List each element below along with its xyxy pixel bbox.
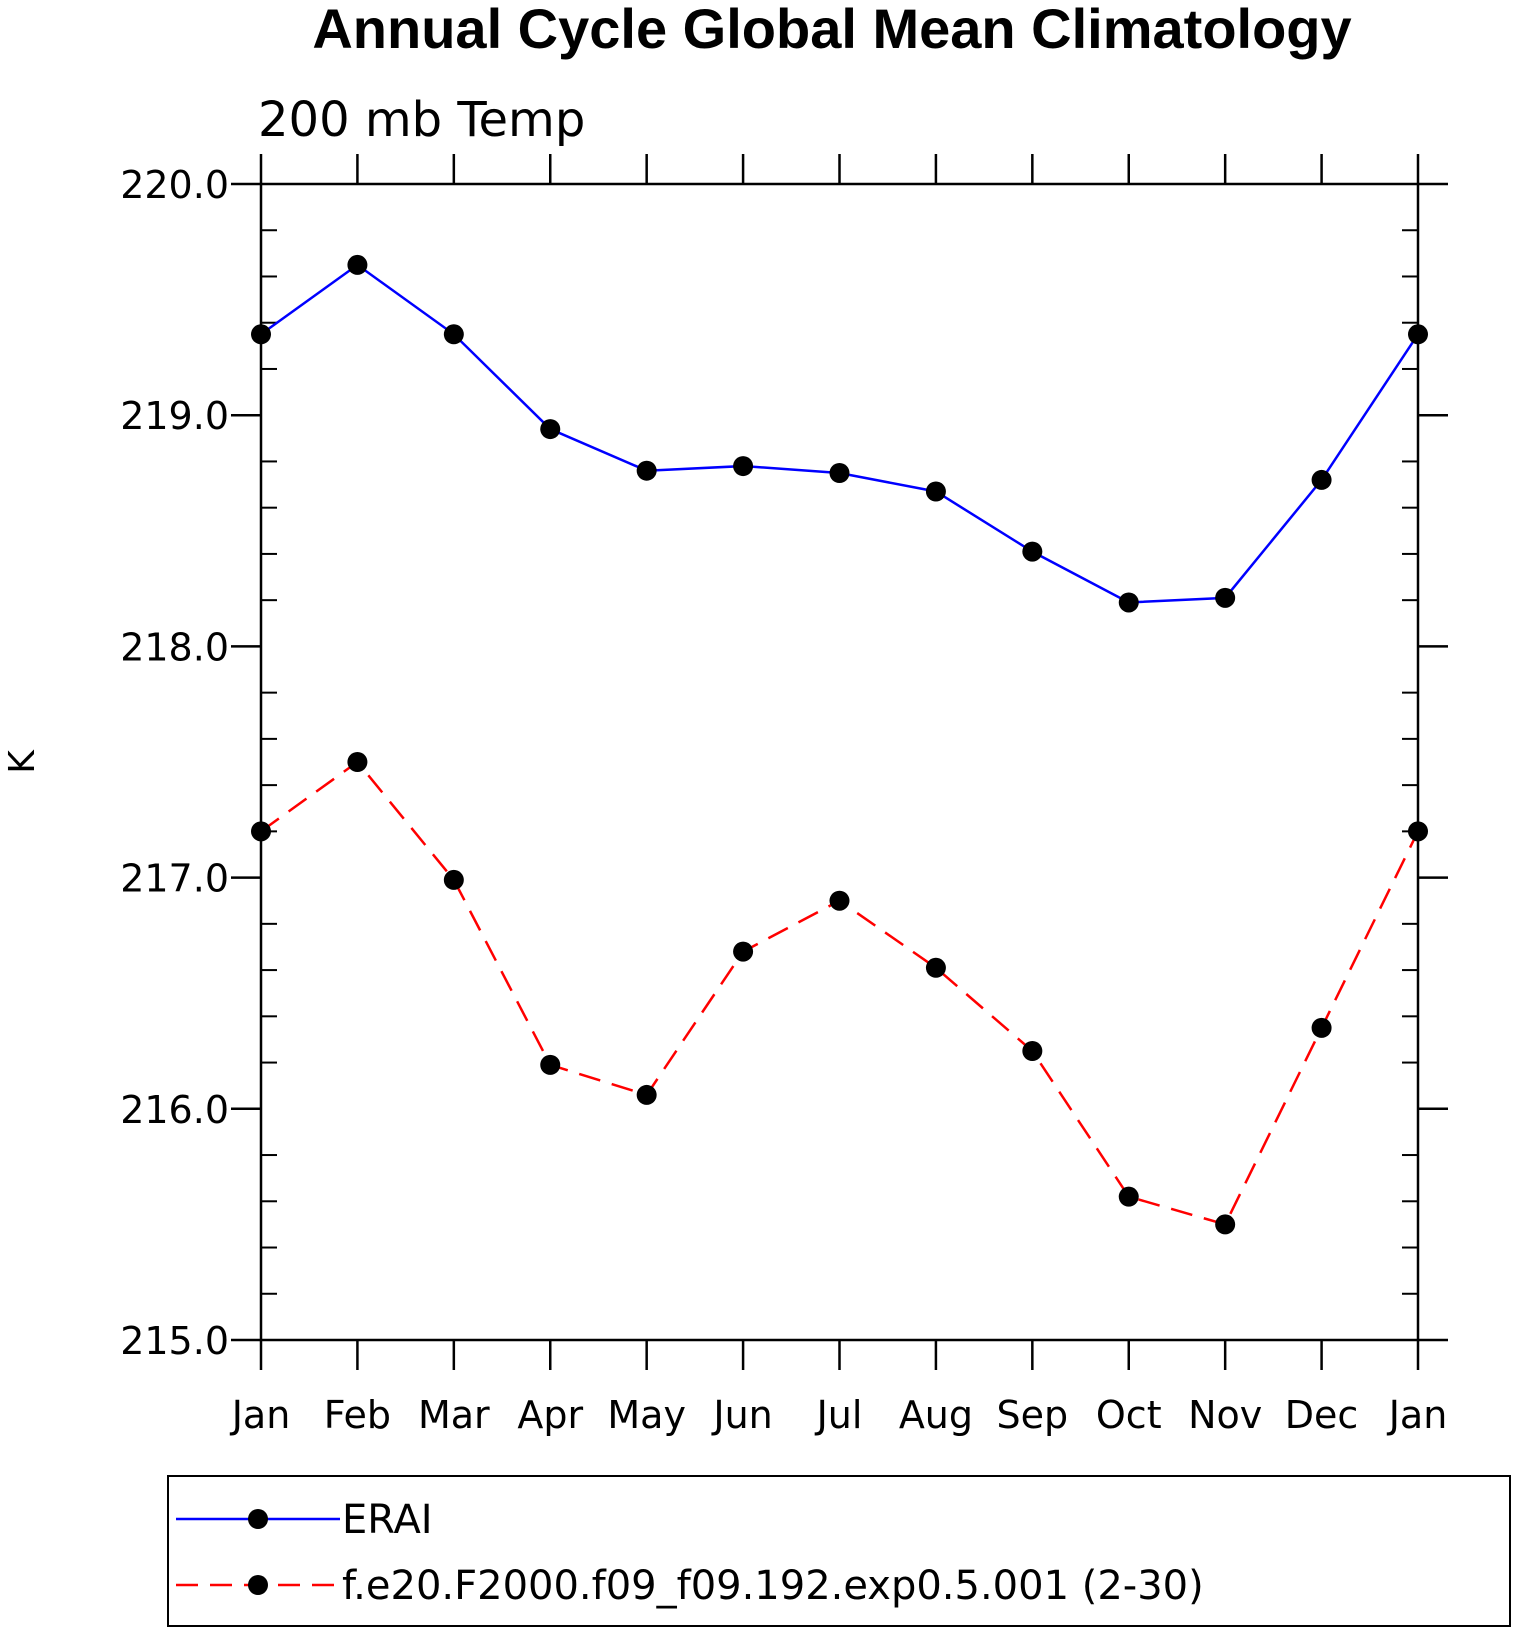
series-2-point xyxy=(540,1054,561,1075)
series-line-1 xyxy=(260,263,1420,604)
series-2-point xyxy=(829,890,850,911)
series-1-point xyxy=(1215,587,1236,608)
series-1-point xyxy=(251,324,271,345)
series-1-point xyxy=(1118,592,1139,613)
x-tick-label: Jul xyxy=(815,1393,863,1437)
series-2-point xyxy=(1118,1186,1139,1207)
x-tick-label: Nov xyxy=(1188,1393,1262,1437)
x-tick-label: May xyxy=(607,1393,686,1437)
series-2-point xyxy=(443,869,464,890)
series-2-point xyxy=(925,957,946,978)
series-2-point xyxy=(1311,1017,1332,1038)
series-1-point xyxy=(636,460,657,481)
legend: ERAI f.e20.F2000.f09_f09.192.exp0.5.001 (… xyxy=(167,1475,1511,1627)
series-1-point xyxy=(829,463,850,483)
x-tick-label: Jan xyxy=(230,1393,291,1437)
y-tick-label: 218.0 xyxy=(120,625,229,669)
x-tick-label: Dec xyxy=(1285,1393,1359,1437)
plot-axes: 215.0 216.0 217.0 218.0 219.0 220.0 Jan Feb Mar A… xyxy=(120,154,1448,1437)
x-tick-label: Oct xyxy=(1096,1393,1162,1437)
legend-marker-1 xyxy=(248,1509,268,1529)
series-1-point xyxy=(733,456,754,477)
x-tick-label: Jun xyxy=(711,1393,772,1437)
x-tick-label: Feb xyxy=(324,1393,391,1437)
chart-title: Annual Cycle Global Mean Climatology xyxy=(312,0,1351,60)
legend-label-2: f.e20.F2000.f09_f09.192.exp0.5.001 (2-30… xyxy=(342,1563,1204,1609)
y-tick-label: 219.0 xyxy=(120,394,229,438)
series-line-2 xyxy=(260,760,1420,1226)
chart-subtitle: 200 mb Temp xyxy=(258,92,585,148)
series-1-point xyxy=(540,419,561,440)
y-tick-label: 216.0 xyxy=(120,1088,229,1132)
series-2-point xyxy=(636,1084,657,1105)
x-tick-label: Aug xyxy=(899,1393,973,1437)
x-tick-label: Apr xyxy=(517,1393,583,1437)
series-1-point xyxy=(347,254,368,275)
series-2-point xyxy=(733,941,754,962)
series-2-point xyxy=(1215,1214,1236,1235)
series-1-point xyxy=(1311,469,1332,490)
series-2-point xyxy=(347,752,368,772)
legend-marker-2 xyxy=(248,1575,268,1595)
x-tick-label: Sep xyxy=(997,1393,1069,1437)
series-2-point xyxy=(1022,1041,1043,1061)
series-1-point xyxy=(925,481,946,502)
series-1-point xyxy=(443,324,464,345)
plot-frame xyxy=(259,182,1420,1342)
series-1-point xyxy=(1022,541,1043,562)
legend-box xyxy=(167,1475,1511,1627)
y-axis-label: K xyxy=(2,749,43,774)
y-tick-label: 215.0 xyxy=(120,1319,229,1363)
series-1-point xyxy=(1408,324,1428,345)
legend-label-1: ERAI xyxy=(342,1497,433,1543)
series-layer xyxy=(251,254,1428,1235)
series-2-point xyxy=(251,821,271,842)
x-tick-label: Mar xyxy=(418,1393,490,1437)
y-tick-label: 217.0 xyxy=(120,857,229,901)
x-tick-label: Jan xyxy=(1387,1393,1448,1437)
y-tick-label: 220.0 xyxy=(120,163,229,207)
series-2-point xyxy=(1408,821,1428,842)
